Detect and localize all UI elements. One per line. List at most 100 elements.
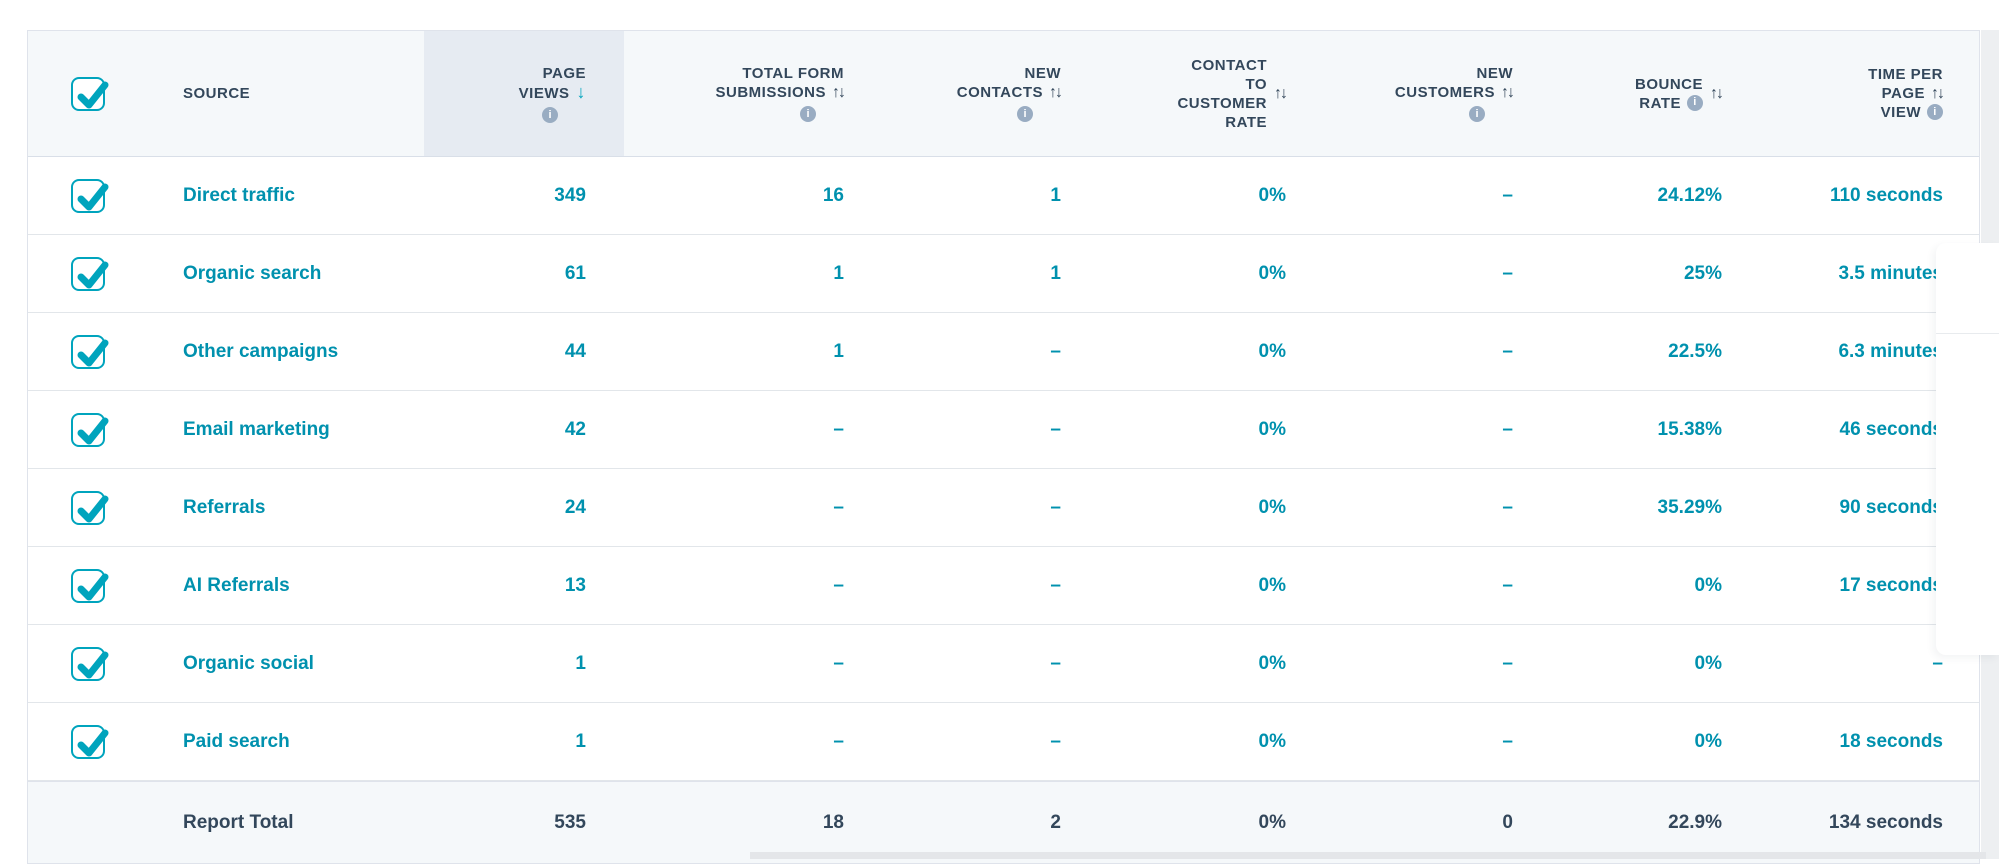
- source-link[interactable]: Other campaigns: [183, 340, 339, 362]
- column-header-label: TO: [1245, 75, 1267, 93]
- row-checkbox[interactable]: [71, 568, 109, 603]
- cell-bounce_rate: 15.38%: [1657, 418, 1722, 440]
- cell-total_form_submissions: 1: [833, 340, 844, 362]
- info-icon[interactable]: i: [800, 106, 816, 123]
- table-row: Organic social 1 – – 0% – 0% –: [28, 625, 1979, 703]
- checkmark-icon: [77, 573, 109, 600]
- column-header-lines: NEW CONTACTS ↑↓ i: [956, 64, 1063, 123]
- cell-total_form_submissions: –: [833, 730, 844, 752]
- column-header-new_customers[interactable]: NEW CUSTOMERS ↑↓ i: [1324, 31, 1551, 156]
- cell-time_per_page_view: 46 seconds: [1839, 418, 1944, 440]
- cell-new_contacts: –: [1050, 652, 1061, 674]
- column-header-total_form_submissions[interactable]: TOTAL FORM SUBMISSIONS ↑↓ i: [624, 31, 882, 156]
- cell-total_form_submissions: 16: [822, 184, 844, 206]
- select-all-checkbox[interactable]: [71, 76, 109, 111]
- row-checkbox-cell: [28, 157, 143, 234]
- cell-contact_to_customer_rate: 0%: [1258, 418, 1286, 440]
- row-checkbox[interactable]: [71, 646, 109, 681]
- row-checkbox-cell: [28, 547, 143, 624]
- row-checkbox[interactable]: [71, 490, 109, 525]
- cell-new_customers: –: [1502, 730, 1513, 752]
- source-link[interactable]: AI Referrals: [183, 574, 290, 596]
- cell-new_customers: –: [1502, 418, 1513, 440]
- cell-new_customers: –: [1502, 340, 1513, 362]
- source-link[interactable]: Organic search: [183, 262, 322, 284]
- column-header-label: CONTACTS ↑↓: [956, 84, 1063, 102]
- cell-new_customers: –: [1502, 184, 1513, 206]
- table-row: Email marketing 42 – – 0% – 15.38% 46 seconds: [28, 391, 1979, 469]
- row-checkbox[interactable]: [71, 724, 109, 759]
- row-checkbox-cell: [28, 625, 143, 702]
- column-header-page_views[interactable]: PAGE VIEWS ↓ i: [424, 31, 624, 156]
- row-checkbox[interactable]: [71, 334, 109, 369]
- column-header-lines: TIME PER PAGE ↑↓ VIEW i: [1868, 65, 1945, 122]
- column-header-contact_to_customer_rate[interactable]: CONTACT TO CUSTOMER RATE ↑↓: [1099, 31, 1324, 156]
- cell-new_customers: –: [1502, 574, 1513, 596]
- cell-page_views: 1: [575, 730, 586, 752]
- column-header-label: CUSTOMERS ↑↓: [1394, 84, 1515, 102]
- cell-page_views: 1: [575, 652, 586, 674]
- row-checkbox-cell: [28, 313, 143, 390]
- row-checkbox[interactable]: [71, 178, 109, 213]
- column-header-source[interactable]: SOURCE: [143, 31, 424, 156]
- row-checkbox[interactable]: [71, 256, 109, 291]
- cell-contact_to_customer_rate: 0%: [1258, 262, 1286, 284]
- info-icon[interactable]: i: [1927, 104, 1943, 121]
- cell-page_views: 349: [554, 184, 586, 206]
- cell-page_views: 24: [564, 496, 586, 518]
- select-all-cell: [28, 31, 143, 156]
- cell-time_per_page_view: 3.5 minutes: [1838, 262, 1943, 284]
- cell-time_per_page_view: –: [1932, 652, 1943, 674]
- sort-icon: ↑↓: [1049, 84, 1063, 102]
- cell-contact_to_customer_rate: 0%: [1258, 574, 1286, 596]
- cell-page_views: 61: [564, 262, 586, 284]
- source-cell: Other campaigns: [143, 313, 424, 390]
- column-header-bounce_rate[interactable]: BOUNCE RATE i ↑↓: [1551, 31, 1760, 156]
- table-row: Direct traffic 349 16 1 0% – 24.12% 110 seconds: [28, 157, 1979, 235]
- column-header-time_per_page_view[interactable]: TIME PER PAGE ↑↓ VIEW i: [1760, 31, 1981, 156]
- checkmark-icon: [77, 261, 109, 288]
- source-link[interactable]: Direct traffic: [183, 184, 295, 206]
- source-link[interactable]: Organic social: [183, 652, 314, 674]
- source-cell: Email marketing: [143, 391, 424, 468]
- source-cell: Organic search: [143, 235, 424, 312]
- cell-contact_to_customer_rate: 0%: [1258, 652, 1286, 674]
- column-info-row: i: [715, 106, 844, 123]
- cell-bounce_rate: 0%: [1694, 652, 1722, 674]
- checkmark-icon: [77, 651, 109, 678]
- cell-new_contacts: –: [1050, 496, 1061, 518]
- side-overlay-panel: [1936, 243, 1999, 655]
- table-body: Direct traffic 349 16 1 0% –24.12% 110 seconds…: [28, 157, 1979, 863]
- info-icon[interactable]: i: [1017, 106, 1033, 123]
- row-checkbox[interactable]: [71, 412, 109, 447]
- column-header-label: VIEW i: [1868, 103, 1943, 122]
- cell-contact_to_customer_rate: 0%: [1258, 496, 1286, 518]
- cell-contact_to_customer_rate: 0%: [1258, 730, 1286, 752]
- cell-contact_to_customer_rate: 0%: [1258, 184, 1286, 206]
- cell-new_contacts: –: [1050, 574, 1061, 596]
- source-cell: AI Referrals: [143, 547, 424, 624]
- column-header-new_contacts[interactable]: NEW CONTACTS ↑↓ i: [882, 31, 1099, 156]
- cell-page_views: 13: [564, 574, 586, 596]
- sort-desc-icon: ↓: [576, 81, 586, 102]
- info-icon[interactable]: i: [1687, 94, 1703, 111]
- source-link[interactable]: Referrals: [183, 496, 266, 518]
- row-checkbox-cell: [28, 469, 143, 546]
- column-header-lines: PAGE VIEWS ↓ i: [519, 64, 586, 123]
- info-icon[interactable]: i: [1469, 106, 1485, 123]
- source-link[interactable]: Email marketing: [183, 418, 330, 440]
- total-new_contacts: 2: [1050, 811, 1061, 833]
- cell-page_views: 44: [564, 340, 586, 362]
- column-header-label: RATE i: [1635, 94, 1703, 113]
- total-contact_to_customer_rate: 0%: [1258, 811, 1286, 833]
- cell-time_per_page_view: 90 seconds: [1839, 496, 1944, 518]
- source-link[interactable]: Paid search: [183, 730, 290, 752]
- column-info-row: i: [1395, 106, 1513, 123]
- horizontal-scrollbar-track[interactable]: [750, 852, 1986, 859]
- column-header-label: CUSTOMER: [1177, 94, 1267, 112]
- info-icon[interactable]: i: [542, 106, 558, 123]
- cell-contact_to_customer_rate: 0%: [1258, 340, 1286, 362]
- table-row: Referrals 24 – – 0% – 35.29% 90 seconds: [28, 469, 1979, 547]
- checkmark-icon: [77, 417, 109, 444]
- source-cell: Organic social: [143, 625, 424, 702]
